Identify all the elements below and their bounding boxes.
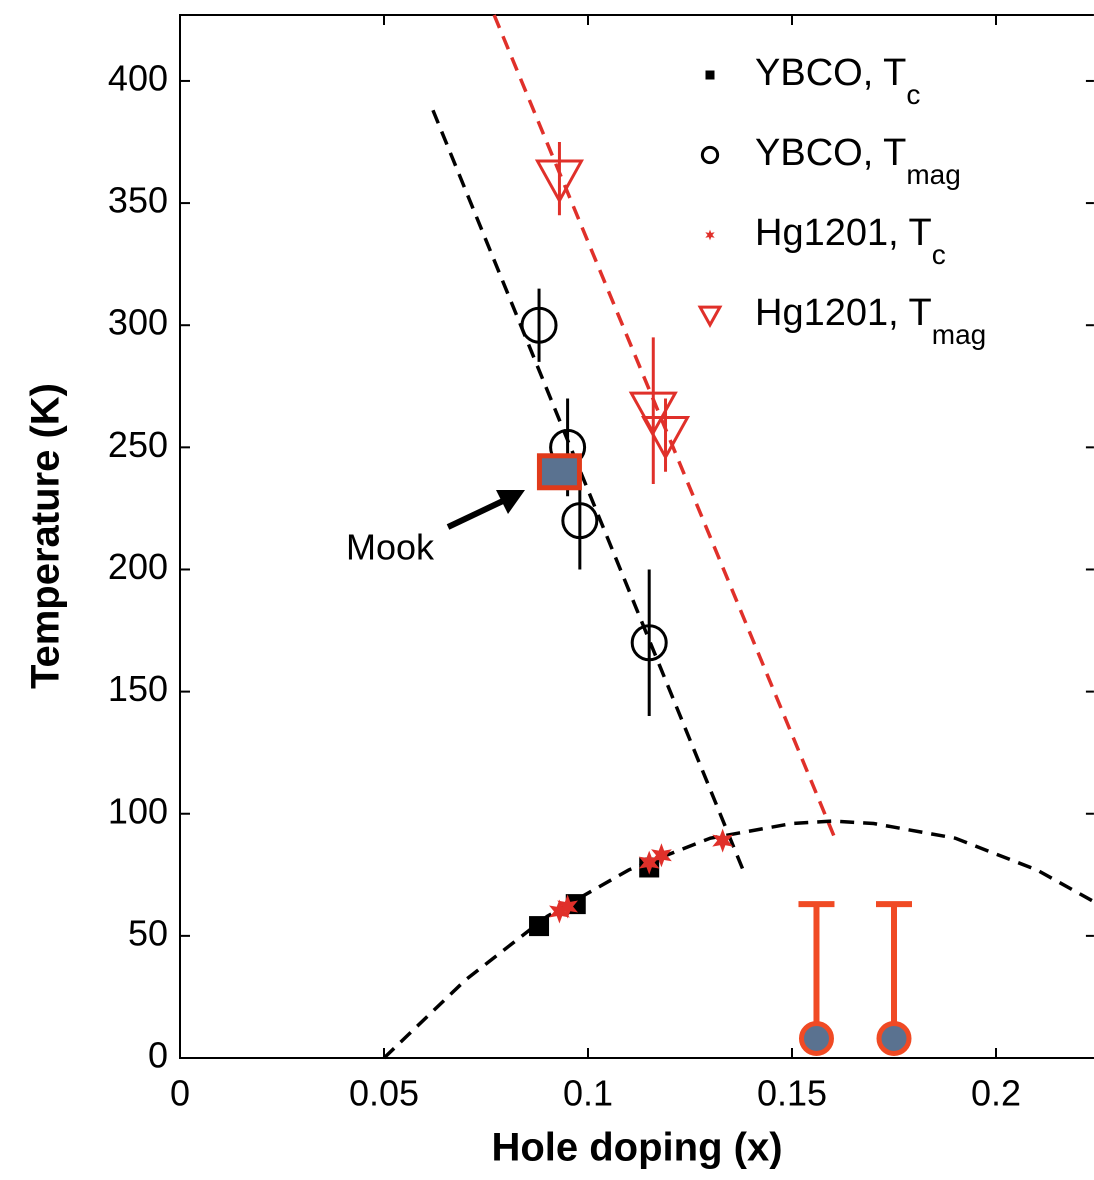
y-tick-label: 150 xyxy=(108,668,168,709)
data-point xyxy=(520,306,558,344)
data-point xyxy=(640,416,691,461)
y-axis-label: Temperature (K) xyxy=(24,383,68,689)
axis-frame xyxy=(179,14,1094,1059)
legend-label-text: YBCO, T xyxy=(755,52,906,94)
y-tick-label: 350 xyxy=(108,180,168,221)
y-tick-label: 400 xyxy=(108,57,168,98)
legend-label-text: YBCO, T xyxy=(755,132,906,174)
data-point xyxy=(712,828,734,853)
x-tick-label: 0.15 xyxy=(757,1073,827,1114)
data-point xyxy=(651,843,672,868)
legend-label: Hg1201, Tmag xyxy=(755,292,986,350)
legend-marker xyxy=(697,305,723,328)
legend-marker xyxy=(705,229,715,241)
legend-label: Hg1201, Tc xyxy=(755,212,946,270)
x-axis-label: Hole doping (x) xyxy=(491,1126,782,1170)
x-tick-label: 0.1 xyxy=(563,1073,613,1114)
fit-line xyxy=(431,109,745,871)
y-tick-label: 300 xyxy=(108,302,168,343)
legend-label-sub: mag xyxy=(932,319,986,350)
x-tick-label: 0.2 xyxy=(971,1073,1021,1114)
data-point xyxy=(630,624,668,662)
mook-arrow xyxy=(446,497,507,530)
legend-label-text: Hg1201, T xyxy=(755,292,932,334)
extra-point xyxy=(798,1020,834,1056)
mook-arrowhead xyxy=(496,490,525,514)
y-tick-label: 100 xyxy=(108,790,168,831)
legend-marker xyxy=(705,70,715,80)
legend-label-text: Hg1201, T xyxy=(755,212,932,254)
data-point xyxy=(529,916,550,937)
data-point xyxy=(561,502,599,540)
data-point xyxy=(534,159,584,204)
data-point xyxy=(557,894,578,919)
legend-label: YBCO, Tc xyxy=(755,52,920,110)
x-tick-label: 0 xyxy=(170,1073,190,1114)
y-tick-label: 200 xyxy=(108,546,168,587)
mook-point xyxy=(536,453,582,491)
data-point xyxy=(638,850,660,875)
legend-label: YBCO, Tmag xyxy=(755,132,961,190)
fit-line xyxy=(382,819,1094,1060)
legend-label-sub: c xyxy=(906,79,920,110)
y-tick-label: 50 xyxy=(128,912,168,953)
legend-marker xyxy=(700,145,720,165)
y-tick-label: 0 xyxy=(148,1035,168,1076)
y-tick-label: 250 xyxy=(108,424,168,465)
mook-label: Mook xyxy=(346,527,435,568)
legend-label-sub: mag xyxy=(906,159,960,190)
extra-point xyxy=(876,1020,912,1056)
x-tick-label: 0.05 xyxy=(349,1073,419,1114)
legend-label-sub: c xyxy=(932,239,946,270)
